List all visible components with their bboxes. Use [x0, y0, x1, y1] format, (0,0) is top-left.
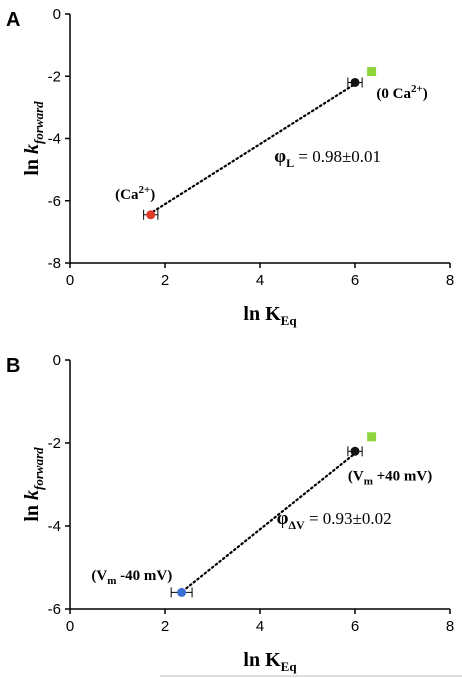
x-tick-label: 4: [256, 618, 264, 635]
annotation-text: (0 Ca: [376, 86, 411, 102]
annotation-sup: 2+: [138, 184, 150, 196]
phi-symbol: φ: [274, 146, 286, 167]
x-tick-label: 6: [351, 272, 359, 289]
y-axis-label-italic: k: [21, 490, 43, 500]
phi-value: = 0.93±0.02: [305, 509, 392, 528]
x-axis-label-sub: Eq: [281, 313, 298, 328]
data-point: [367, 432, 377, 442]
annotation-rest: +40 mV): [373, 468, 432, 484]
y-tick-label: -4: [48, 518, 61, 535]
fit-line: [152, 82, 357, 213]
y-tick-label: -4: [48, 131, 61, 148]
y-axis-label-main: ln: [21, 154, 43, 176]
y-tick-label: 0: [53, 6, 61, 23]
annotation: (Vm -40 mV): [91, 568, 172, 587]
y-axis-label-main: ln: [21, 500, 43, 522]
y-axis-label-sub: forward: [31, 447, 46, 490]
phi-sub: L: [286, 156, 294, 170]
y-tick-label: -6: [48, 601, 61, 618]
fit-line: [185, 452, 357, 590]
x-axis-label: ln KEq: [243, 303, 297, 328]
annotation-rest: -40 mV): [116, 568, 172, 584]
annotation-close: ): [423, 86, 428, 102]
x-axis-label-sub: Eq: [281, 659, 298, 674]
annotation-text: (Ca: [115, 187, 139, 203]
x-tick-label: 2: [161, 618, 169, 635]
y-tick-label: -2: [48, 68, 61, 85]
x-tick-label: 0: [66, 272, 74, 289]
x-tick-label: 8: [446, 272, 454, 289]
x-tick-label: 8: [446, 618, 454, 635]
y-tick-label: -2: [48, 435, 61, 452]
annotation: (0 Ca2+): [376, 83, 427, 102]
annotation-sup: 2+: [411, 83, 423, 95]
annotation-sub: m: [107, 575, 116, 587]
data-point: [177, 587, 187, 597]
data-point: [350, 77, 360, 87]
y-axis-label-sub: forward: [31, 101, 46, 144]
data-point: [350, 446, 360, 456]
y-axis-label: ln kforward: [21, 101, 46, 176]
data-point: [146, 210, 156, 220]
annotation-text: (V: [91, 568, 107, 584]
panel-letter: B: [6, 355, 20, 377]
annotation: (Ca2+): [115, 184, 155, 203]
annotation-close: ): [150, 187, 155, 203]
phi-symbol: φ: [277, 508, 289, 529]
x-axis-label-main: ln K: [243, 303, 281, 325]
y-tick-label: -6: [48, 193, 61, 210]
y-tick-label: 0: [53, 352, 61, 369]
x-tick-label: 0: [66, 618, 74, 635]
x-tick-label: 2: [161, 272, 169, 289]
x-tick-label: 6: [351, 618, 359, 635]
annotation-sub: m: [364, 475, 373, 487]
y-axis-label: ln kforward: [21, 447, 46, 522]
annotation: (Vm +40 mV): [348, 468, 432, 487]
phi-sub: ΔV: [288, 518, 305, 532]
data-point: [367, 67, 377, 77]
phi-label: φΔV = 0.93±0.02: [277, 508, 392, 532]
x-tick-label: 4: [256, 272, 264, 289]
phi-value: = 0.98±0.01: [294, 147, 381, 166]
y-tick-label: -8: [48, 255, 61, 272]
x-axis-label: ln KEq: [243, 649, 297, 674]
x-axis-label-main: ln K: [243, 649, 281, 671]
phi-label: φL = 0.98±0.01: [274, 146, 381, 170]
panel-letter: A: [6, 9, 20, 31]
y-axis-label-italic: k: [21, 144, 43, 154]
annotation-text: (V: [348, 468, 364, 484]
